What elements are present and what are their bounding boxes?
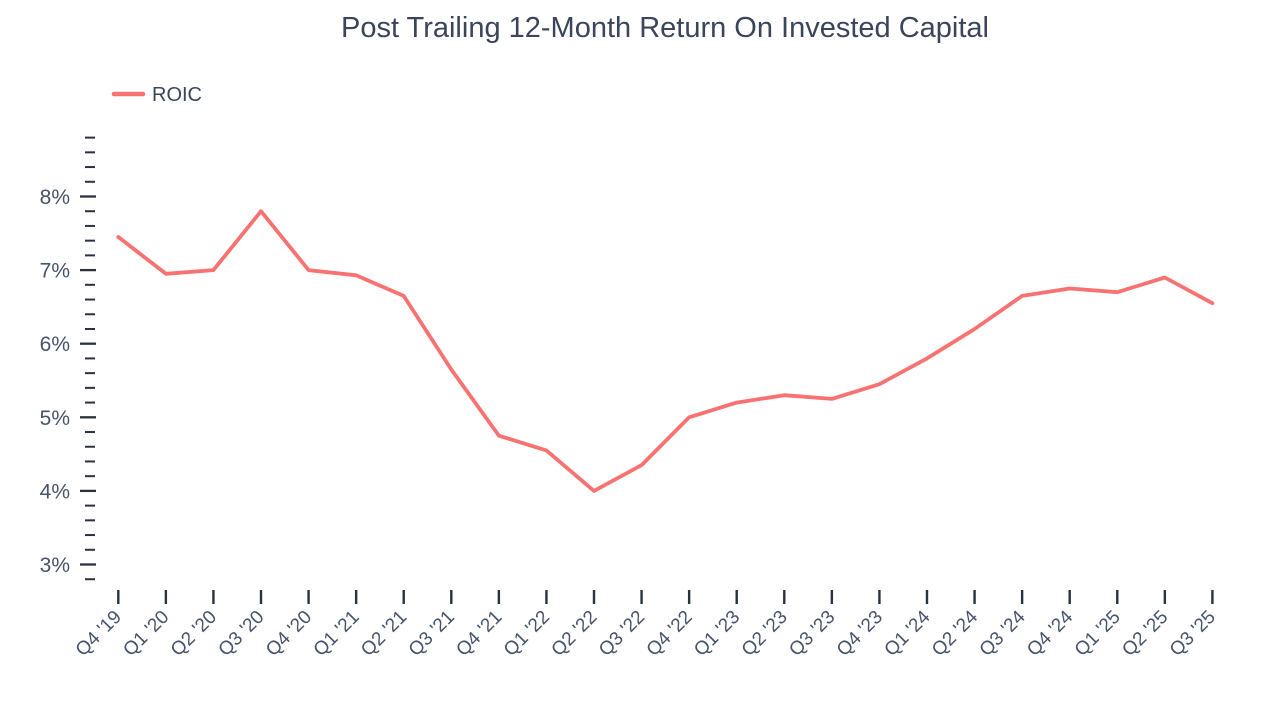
x-tick-label: Q3 '22 [595, 607, 649, 661]
y-tick-label: 7% [40, 260, 70, 283]
legend[interactable]: ROIC [111, 84, 202, 106]
y-axis: 3% 4% 5% 6% 7% 8% [40, 136, 96, 581]
x-tick-label: Q1 '22 [500, 607, 554, 661]
x-tick-label: Q4 '24 [1023, 606, 1077, 660]
x-tick-label: Q1 '23 [690, 607, 744, 661]
x-tick-label: Q1 '21 [310, 607, 364, 661]
x-tick-label: Q2 '25 [1118, 607, 1172, 661]
y-tick-label: 8% [40, 186, 70, 209]
x-tick-label: Q3 '24 [976, 606, 1030, 660]
x-tick-label: Q1 '20 [119, 607, 173, 661]
x-tick-label: Q4 '22 [643, 607, 697, 661]
x-tick-label: Q3 '25 [1166, 607, 1220, 661]
x-tick-label: Q4 '19 [72, 607, 126, 661]
series-roic [116, 209, 1215, 493]
x-tick-label: Q2 '23 [738, 607, 792, 661]
legend-label: ROIC [152, 84, 202, 106]
y-tick-label: 5% [40, 407, 70, 430]
y-tick-label: 3% [40, 554, 70, 577]
x-tick-label: Q2 '20 [167, 607, 221, 661]
x-tick-label: Q2 '21 [357, 607, 411, 661]
x-tick-label: Q2 '22 [548, 607, 602, 661]
x-tick-label: Q4 '23 [833, 607, 887, 661]
y-tick-label: 6% [40, 333, 70, 356]
x-tick-label: Q3 '21 [405, 607, 459, 661]
roic-series-line [116, 209, 1215, 493]
x-tick-label: Q3 '23 [785, 607, 839, 661]
x-tick-label: Q1 '25 [1071, 607, 1125, 661]
chart-title: Post Trailing 12-Month Return On Investe… [341, 12, 989, 44]
x-tick-label: Q4 '21 [452, 607, 506, 661]
x-tick-label: Q2 '24 [928, 606, 982, 660]
x-tick-label: Q4 '20 [262, 607, 316, 661]
x-tick-label: Q3 '20 [215, 607, 269, 661]
y-tick-label: 4% [40, 480, 70, 503]
x-tick-label: Q1 '24 [881, 606, 935, 660]
